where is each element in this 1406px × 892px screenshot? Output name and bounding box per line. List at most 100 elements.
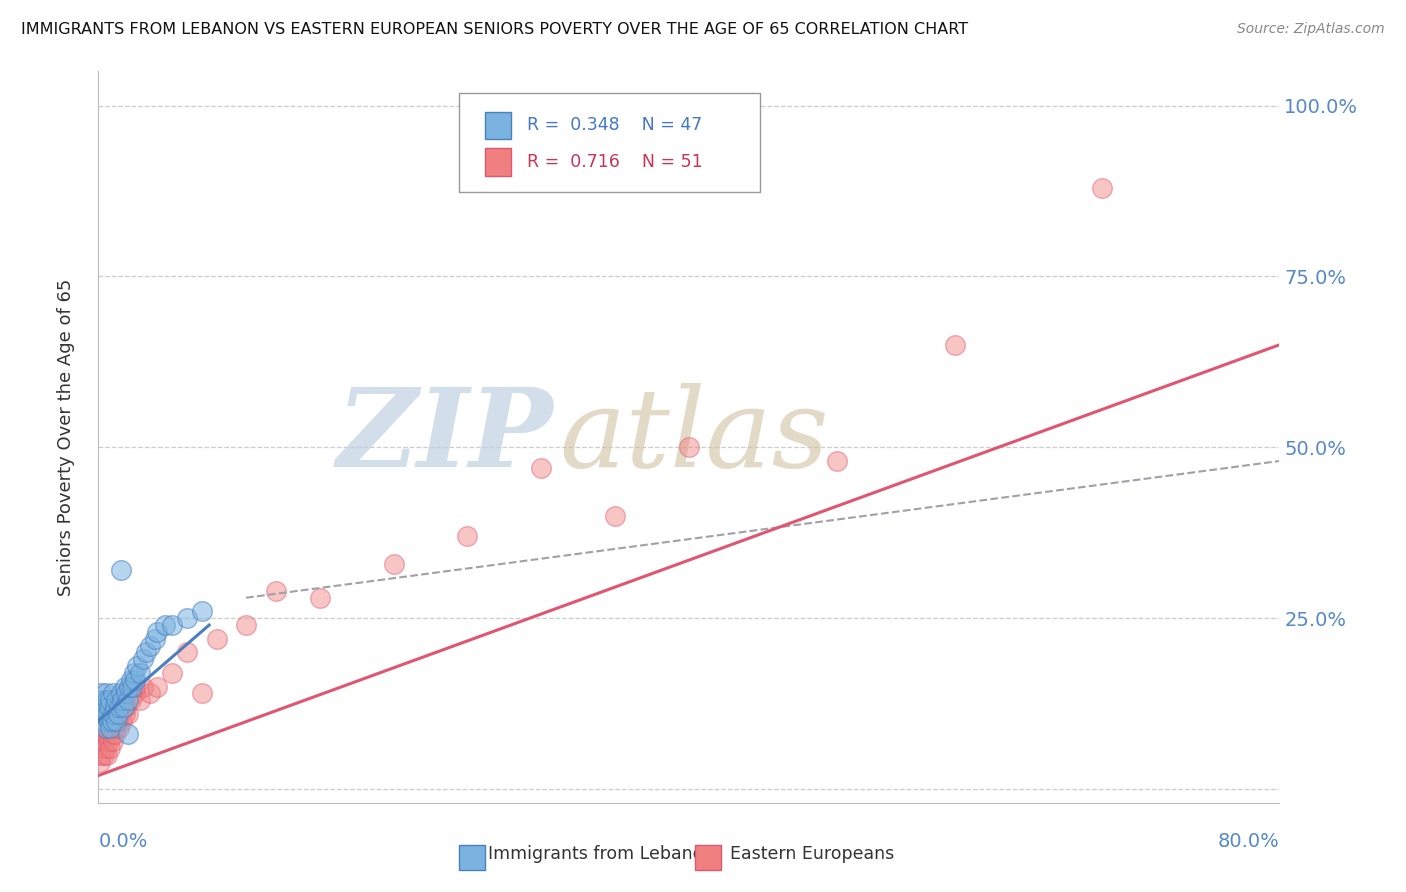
Point: [264, 583, 287, 598]
Point: [89, 755, 111, 769]
Point: [94, 686, 117, 700]
Point: [115, 700, 138, 714]
Point: [943, 338, 966, 352]
Point: [104, 727, 127, 741]
Text: atlas: atlas: [560, 384, 828, 491]
Point: [235, 618, 257, 632]
Point: [110, 686, 132, 700]
Point: [93, 714, 115, 728]
Point: [114, 706, 136, 721]
Point: [108, 721, 131, 735]
Point: [91, 741, 114, 756]
Point: [112, 700, 135, 714]
Point: [108, 700, 131, 714]
Point: [110, 706, 132, 721]
Point: [96, 706, 118, 721]
Point: [117, 727, 139, 741]
Point: [89, 734, 111, 748]
Bar: [485, 112, 510, 139]
Point: [93, 700, 115, 714]
Point: [110, 563, 132, 577]
Point: [111, 714, 134, 728]
Point: [100, 714, 122, 728]
Point: [103, 714, 125, 728]
Point: [98, 741, 121, 756]
Point: [105, 693, 128, 707]
Point: [176, 611, 198, 625]
Y-axis label: Seniors Poverty Over the Age of 65: Seniors Poverty Over the Age of 65: [56, 278, 75, 596]
Text: R =  0.716    N = 51: R = 0.716 N = 51: [527, 153, 703, 171]
Point: [120, 673, 142, 687]
Point: [530, 460, 553, 475]
Point: [91, 721, 114, 735]
Text: ZIP: ZIP: [336, 384, 553, 491]
Point: [90, 727, 112, 741]
Point: [135, 645, 157, 659]
Point: [309, 591, 332, 605]
Point: [93, 747, 115, 762]
Point: [117, 706, 139, 721]
Point: [125, 659, 148, 673]
Text: Eastern Europeans: Eastern Europeans: [730, 845, 894, 863]
Point: [143, 632, 166, 646]
Point: [97, 734, 120, 748]
Point: [382, 557, 405, 571]
Text: R =  0.348    N = 47: R = 0.348 N = 47: [527, 117, 703, 135]
Point: [100, 727, 122, 741]
Point: [1091, 180, 1114, 194]
Point: [205, 632, 228, 646]
Bar: [458, 845, 485, 870]
Text: 80.0%: 80.0%: [1218, 832, 1279, 851]
Point: [146, 680, 169, 694]
Text: Source: ZipAtlas.com: Source: ZipAtlas.com: [1237, 22, 1385, 37]
Point: [128, 693, 150, 707]
Point: [121, 680, 143, 694]
Bar: [485, 148, 510, 176]
Point: [162, 665, 183, 680]
Point: [191, 686, 214, 700]
Point: [112, 700, 135, 714]
Point: [139, 639, 162, 653]
Point: [103, 706, 125, 721]
Point: [176, 645, 198, 659]
Point: [111, 693, 134, 707]
Point: [103, 734, 125, 748]
Point: [94, 721, 117, 735]
Point: [191, 604, 214, 618]
Point: [91, 693, 114, 707]
Point: [120, 693, 142, 707]
Point: [104, 700, 127, 714]
Point: [457, 529, 479, 543]
Point: [162, 618, 183, 632]
Point: [124, 680, 146, 694]
Point: [98, 693, 121, 707]
Point: [96, 747, 118, 762]
Text: 0.0%: 0.0%: [98, 832, 148, 851]
Point: [89, 700, 111, 714]
Point: [107, 706, 129, 721]
Point: [139, 686, 162, 700]
Text: Immigrants from Lebanon: Immigrants from Lebanon: [488, 845, 714, 863]
Point: [94, 741, 117, 756]
Point: [98, 721, 121, 735]
FancyBboxPatch shape: [458, 94, 759, 192]
Point: [107, 714, 129, 728]
Point: [96, 693, 118, 707]
Point: [90, 686, 112, 700]
Point: [128, 665, 150, 680]
Point: [97, 700, 120, 714]
Text: IMMIGRANTS FROM LEBANON VS EASTERN EUROPEAN SENIORS POVERTY OVER THE AGE OF 65 C: IMMIGRANTS FROM LEBANON VS EASTERN EUROP…: [21, 22, 969, 37]
Point: [132, 652, 155, 666]
Point: [90, 747, 112, 762]
Point: [90, 714, 112, 728]
Point: [97, 714, 120, 728]
Point: [153, 618, 176, 632]
Point: [115, 686, 138, 700]
Point: [122, 665, 145, 680]
Point: [91, 706, 114, 721]
Point: [124, 673, 146, 687]
Point: [678, 440, 700, 454]
Point: [132, 680, 155, 694]
Point: [93, 734, 115, 748]
Point: [114, 680, 136, 694]
